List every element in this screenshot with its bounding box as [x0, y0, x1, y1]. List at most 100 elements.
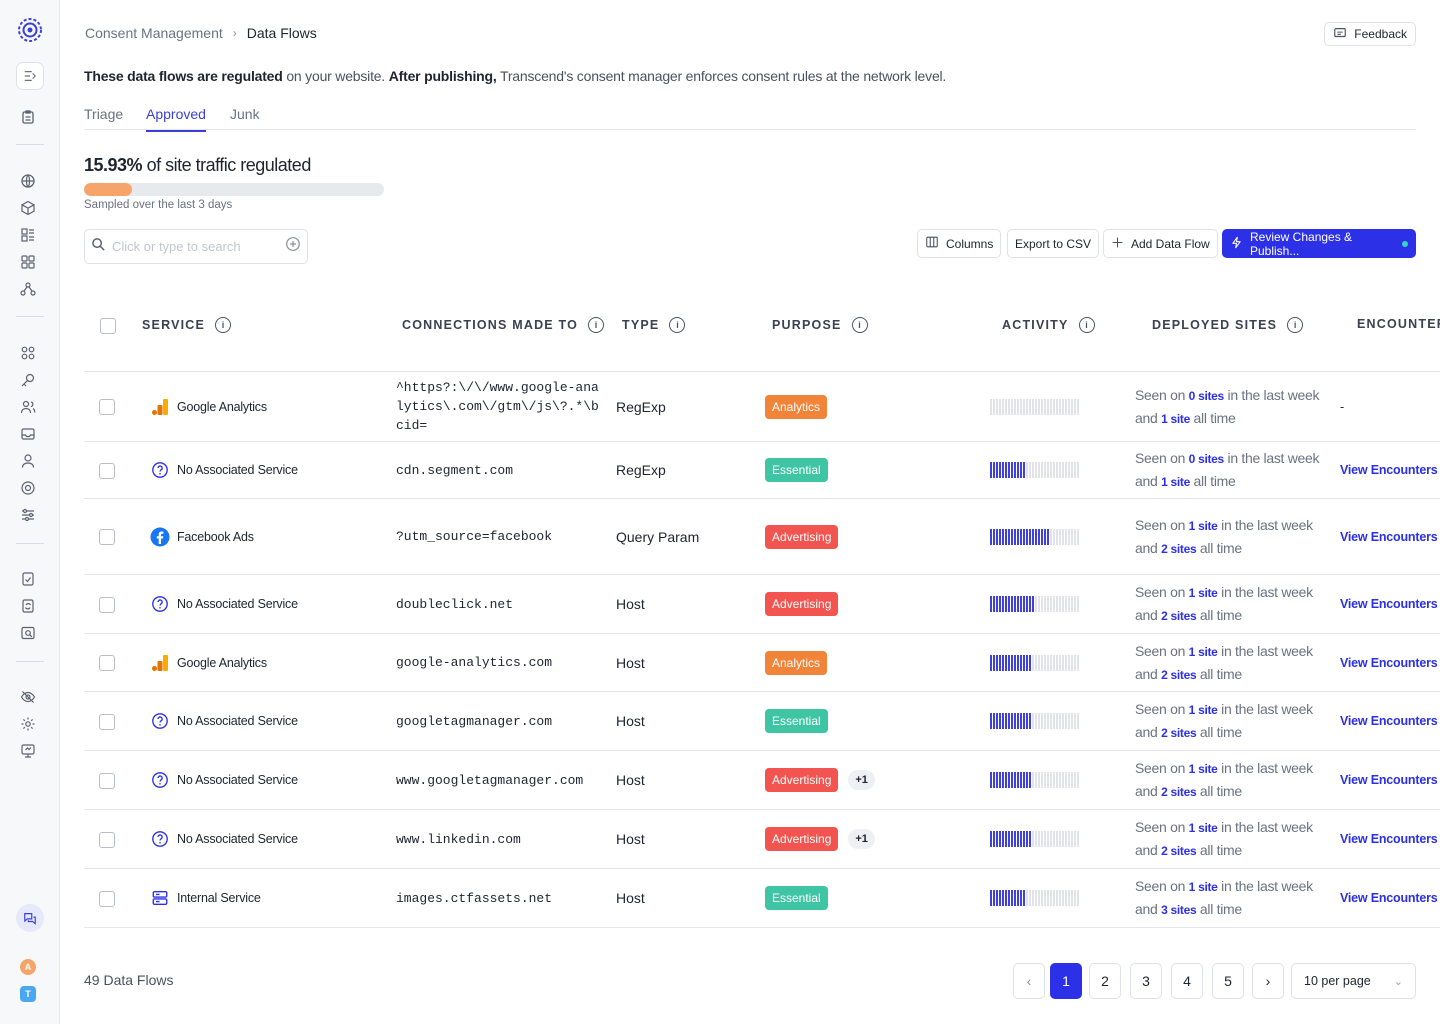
- service-cell[interactable]: Google Analytics: [150, 372, 267, 441]
- purpose-cell[interactable]: Advertising: [765, 575, 839, 633]
- eye-off-icon[interactable]: [19, 688, 37, 706]
- sites-link[interactable]: 2 sites: [1161, 667, 1197, 682]
- encounters-cell[interactable]: View Encounters: [1340, 575, 1438, 633]
- page-button[interactable]: 3: [1130, 963, 1162, 999]
- column-header-encounters[interactable]: ENCOUNTERS: [1357, 317, 1440, 331]
- sites-link[interactable]: 1 site: [1188, 644, 1218, 659]
- table-row[interactable]: Internal Service images.ctfassets.net Ho…: [84, 869, 1440, 928]
- service-cell[interactable]: No Associated Service: [150, 575, 298, 633]
- table-row[interactable]: Google Analytics google-analytics.com Ho…: [84, 634, 1440, 692]
- service-cell[interactable]: No Associated Service: [150, 442, 298, 498]
- user-icon[interactable]: [19, 452, 37, 470]
- connection-cell[interactable]: google-analytics.com: [396, 634, 606, 691]
- sites-link[interactable]: 1 site: [1161, 411, 1190, 426]
- encounters-cell[interactable]: View Encounters: [1340, 634, 1438, 691]
- presentation-icon[interactable]: [19, 742, 37, 760]
- users-icon[interactable]: [19, 398, 37, 416]
- purpose-cell[interactable]: Essential: [765, 692, 828, 750]
- sites-link[interactable]: 1 site: [1188, 518, 1218, 533]
- type-cell[interactable]: Host: [616, 575, 645, 633]
- encounters-cell[interactable]: View Encounters: [1340, 692, 1438, 750]
- service-cell[interactable]: No Associated Service: [150, 751, 298, 809]
- connection-cell[interactable]: googletagmanager.com: [396, 692, 606, 750]
- sites-link[interactable]: 2 sites: [1161, 541, 1197, 556]
- service-cell[interactable]: Google Analytics: [150, 634, 267, 691]
- table-row[interactable]: Facebook Ads ?utm_source=facebook Query …: [84, 499, 1440, 575]
- purpose-tag[interactable]: Advertising: [765, 827, 839, 851]
- page-button[interactable]: 5: [1212, 963, 1244, 999]
- connection-cell[interactable]: images.ctfassets.net: [396, 869, 606, 927]
- select-all-checkbox[interactable]: [100, 318, 116, 334]
- grid-icon[interactable]: [19, 253, 37, 271]
- gear-icon[interactable]: [19, 715, 37, 733]
- organization-avatar[interactable]: T: [20, 986, 36, 1002]
- connection-cell[interactable]: ?utm_source=facebook: [396, 499, 606, 574]
- key-icon[interactable]: [19, 371, 37, 389]
- type-cell[interactable]: Host: [616, 810, 645, 868]
- type-cell[interactable]: Host: [616, 869, 645, 927]
- apps-icon[interactable]: [19, 344, 37, 362]
- type-cell[interactable]: Host: [616, 634, 645, 691]
- purpose-tag[interactable]: Essential: [765, 458, 828, 482]
- search-box[interactable]: [84, 229, 308, 264]
- table-row[interactable]: No Associated Service www.googletagmanag…: [84, 751, 1440, 810]
- sites-link[interactable]: 1 site: [1188, 821, 1218, 835]
- sites-link[interactable]: 1 site: [1188, 703, 1218, 717]
- sites-link[interactable]: 1 site: [1188, 880, 1218, 894]
- document-sync-icon[interactable]: [19, 597, 37, 615]
- table-row[interactable]: No Associated Service googletagmanager.c…: [84, 692, 1440, 751]
- service-cell[interactable]: Internal Service: [150, 869, 261, 927]
- info-icon[interactable]: i: [851, 317, 868, 333]
- connection-cell[interactable]: www.linkedin.com: [396, 810, 606, 868]
- purpose-tag[interactable]: Analytics: [765, 394, 828, 419]
- sites-link[interactable]: 0 sites: [1188, 452, 1225, 466]
- info-icon[interactable]: i: [1078, 317, 1095, 333]
- target-icon[interactable]: [19, 479, 37, 497]
- table-row[interactable]: No Associated Service doubleclick.net Ho…: [84, 575, 1440, 634]
- next-page-button[interactable]: ›: [1252, 963, 1284, 999]
- prev-page-button[interactable]: ‹: [1013, 963, 1045, 999]
- info-icon[interactable]: i: [1287, 317, 1304, 333]
- feedback-button[interactable]: Feedback: [1324, 22, 1416, 46]
- tab-junk[interactable]: Junk: [230, 106, 260, 122]
- purpose-cell[interactable]: Essential: [765, 869, 828, 927]
- type-cell[interactable]: Query Param: [616, 499, 699, 574]
- list-grid-icon[interactable]: [19, 226, 37, 244]
- purpose-tag[interactable]: Advertising: [765, 592, 839, 616]
- purpose-tag[interactable]: Essential: [765, 709, 828, 733]
- globe-icon[interactable]: [19, 172, 37, 190]
- purpose-tag[interactable]: Advertising: [765, 768, 839, 792]
- view-encounters-link[interactable]: View Encounters: [1340, 714, 1438, 728]
- per-page-select[interactable]: 10 per page ⌄: [1291, 963, 1416, 999]
- service-cell[interactable]: Facebook Ads: [150, 499, 254, 574]
- column-header-type[interactable]: TYPE i: [622, 317, 686, 333]
- encounters-cell[interactable]: View Encounters: [1340, 869, 1438, 927]
- row-checkbox[interactable]: [99, 596, 115, 613]
- connection-cell[interactable]: www.googletagmanager.com: [396, 751, 606, 809]
- view-encounters-link[interactable]: View Encounters: [1340, 597, 1438, 611]
- sites-link[interactable]: 2 sites: [1161, 785, 1197, 799]
- row-checkbox[interactable]: [99, 890, 115, 907]
- view-encounters-link[interactable]: View Encounters: [1340, 529, 1438, 544]
- purpose-tag[interactable]: Essential: [765, 886, 828, 910]
- sites-link[interactable]: 1 site: [1188, 586, 1218, 600]
- search-input[interactable]: [112, 239, 279, 254]
- export-csv-button[interactable]: Export to CSV: [1007, 229, 1100, 258]
- encounters-cell[interactable]: View Encounters: [1340, 442, 1438, 498]
- sites-link[interactable]: 3 sites: [1161, 903, 1197, 917]
- more-purposes-badge[interactable]: +1: [848, 829, 875, 849]
- purpose-tag[interactable]: Advertising: [765, 524, 839, 549]
- page-button[interactable]: 2: [1089, 963, 1121, 999]
- column-header-deployed-sites[interactable]: DEPLOYED SITES i: [1152, 317, 1304, 333]
- row-checkbox[interactable]: [99, 529, 115, 545]
- encounters-cell[interactable]: View Encounters: [1340, 499, 1438, 574]
- sites-link[interactable]: 2 sites: [1161, 844, 1197, 858]
- purpose-cell[interactable]: Advertising: [765, 499, 839, 574]
- column-header-activity[interactable]: ACTIVITY i: [1002, 317, 1095, 333]
- connection-cell[interactable]: doubleclick.net: [396, 575, 606, 633]
- view-encounters-link[interactable]: View Encounters: [1340, 463, 1438, 477]
- column-header-purpose[interactable]: PURPOSE i: [772, 317, 868, 333]
- purpose-cell[interactable]: Essential: [765, 442, 828, 498]
- breadcrumb-parent[interactable]: Consent Management: [85, 25, 223, 41]
- page-button[interactable]: 1: [1050, 963, 1082, 999]
